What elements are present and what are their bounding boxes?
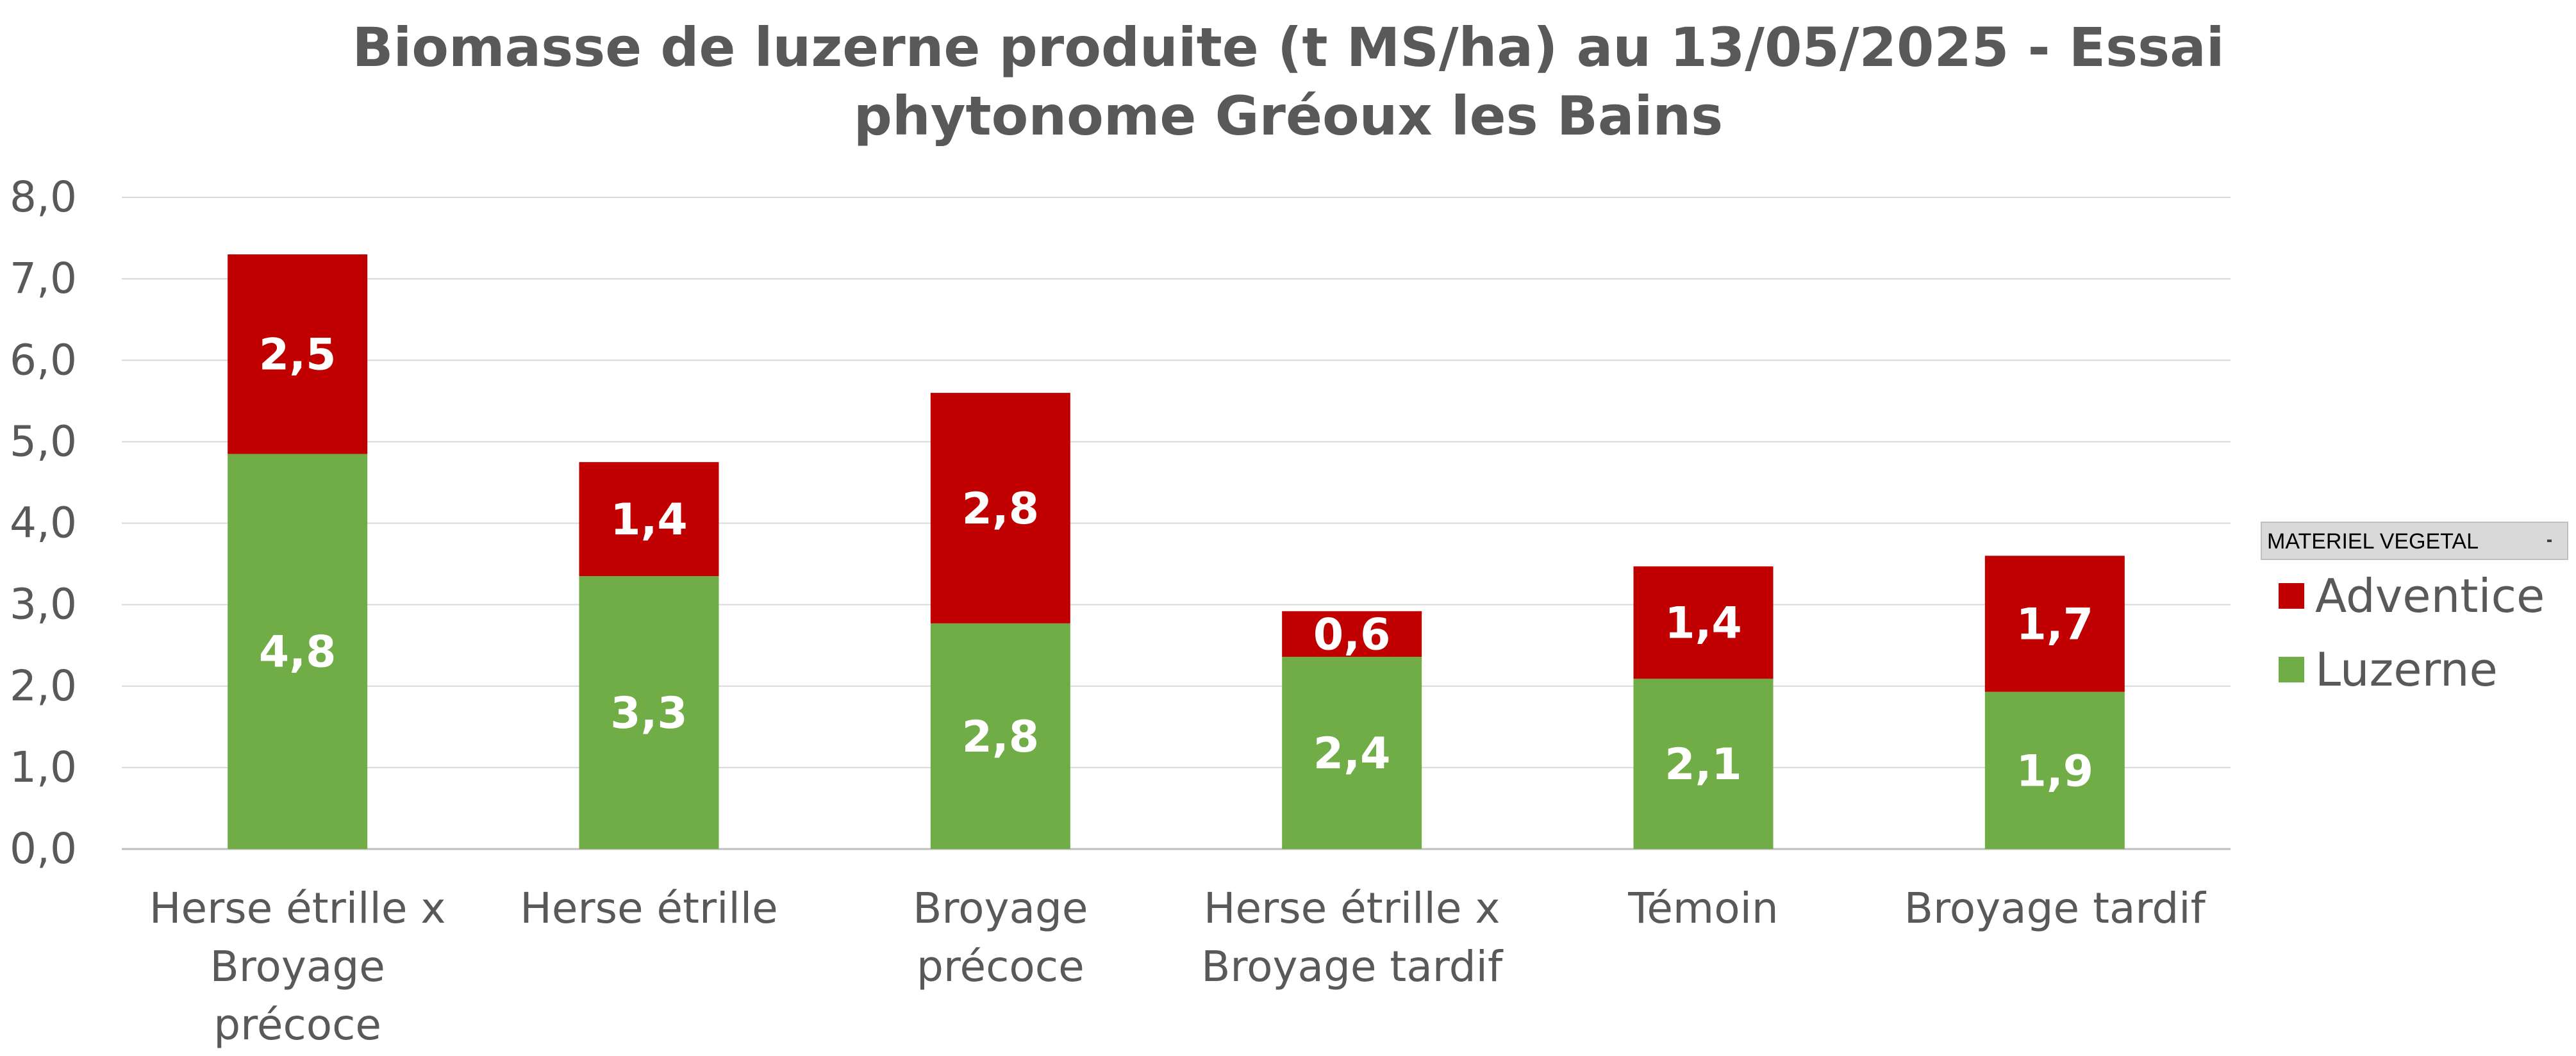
y-axis-ticks: 0,0 1,0 2,0 3,0 4,0 5,0 6,0 7,0 8,0 [10, 172, 77, 873]
legend-label: Adventice [2315, 569, 2545, 623]
data-label-adventice: 2,5 [259, 330, 336, 381]
bar-luzerne [1984, 691, 2125, 849]
x-category-label: Herse étrille x [149, 884, 446, 933]
data-label-adventice: 0,6 [1313, 609, 1390, 660]
bar-adventice [579, 462, 719, 577]
x-category-label: Témoin [1627, 884, 1779, 933]
legend[interactable]: MATERIEL VEGETAL Adventice Luzerne [2261, 522, 2568, 697]
bar-luzerne [579, 576, 719, 849]
y-tick-label: 2,0 [10, 661, 77, 711]
legend-swatch [2279, 583, 2304, 609]
bar-adventice [930, 393, 1070, 623]
y-tick-label: 3,0 [10, 580, 77, 629]
data-label-adventice: 1,4 [1665, 598, 1741, 649]
bar-adventice [1984, 556, 2125, 692]
x-category-label: Broyage tardif [1904, 884, 2207, 933]
x-category-label: Broyage tardif [1201, 942, 1504, 991]
x-category-label: précoce [213, 1000, 381, 1050]
legend-item-luzerne[interactable]: Luzerne [2279, 643, 2498, 697]
data-label-adventice: 1,4 [610, 495, 687, 545]
bar-adventice [1633, 566, 1774, 679]
chart-title-line2: phytonome Gréoux les Bains [854, 85, 1723, 147]
data-label-luzerne: 3,3 [610, 688, 687, 739]
y-tick-label: 1,0 [10, 743, 77, 792]
bar-luzerne [228, 454, 368, 849]
bar-luzerne [1633, 679, 1774, 849]
legend-label: Luzerne [2315, 643, 2498, 697]
data-label-luzerne: 2,4 [1313, 729, 1390, 779]
x-category-label: Herse étrille x [1204, 884, 1500, 933]
data-label-luzerne: 4,8 [259, 627, 336, 678]
legend-filter-box[interactable] [2261, 522, 2568, 560]
data-label-luzerne: 1,9 [2016, 746, 2093, 796]
chart-title-line1: Biomasse de luzerne produite (t MS/ha) a… [352, 16, 2224, 79]
y-tick-label: 8,0 [10, 172, 77, 222]
data-label-luzerne: 2,1 [1665, 739, 1741, 790]
bar-adventice [228, 254, 368, 454]
data-label-luzerne: 2,8 [962, 712, 1039, 763]
bar-adventice [1282, 611, 1422, 657]
data-labels: 4,8 2,5 3,3 1,4 2,8 2,8 2,4 0,6 2,1 1,4 1,9 1,7 [259, 330, 2093, 797]
data-label-adventice: 2,8 [962, 484, 1039, 534]
bars [228, 254, 2125, 849]
gridlines [122, 197, 2231, 850]
legend-swatch [2279, 657, 2304, 682]
x-axis-categories: Herse étrille x Broyage précoce Herse étril… [149, 884, 2207, 1050]
bar-luzerne [1282, 656, 1422, 849]
y-tick-label: 4,0 [10, 499, 77, 548]
y-tick-label: 6,0 [10, 335, 77, 384]
legend-filter-label: MATERIEL VEGETAL [2267, 529, 2479, 554]
x-category-label: Herse étrille [520, 884, 778, 933]
chevron-down-icon[interactable] [2547, 540, 2552, 542]
y-tick-label: 5,0 [10, 417, 77, 466]
legend-filter-header[interactable]: MATERIEL VEGETAL [2261, 522, 2568, 560]
bar-luzerne [930, 623, 1070, 849]
data-label-adventice: 1,7 [2016, 599, 2093, 650]
x-category-label: Broyage [210, 942, 385, 991]
legend-item-adventice[interactable]: Adventice [2279, 569, 2545, 623]
y-tick-label: 0,0 [10, 824, 77, 873]
x-category-label: Broyage [913, 884, 1088, 933]
x-category-label: précoce [917, 942, 1084, 991]
y-tick-label: 7,0 [10, 254, 77, 303]
